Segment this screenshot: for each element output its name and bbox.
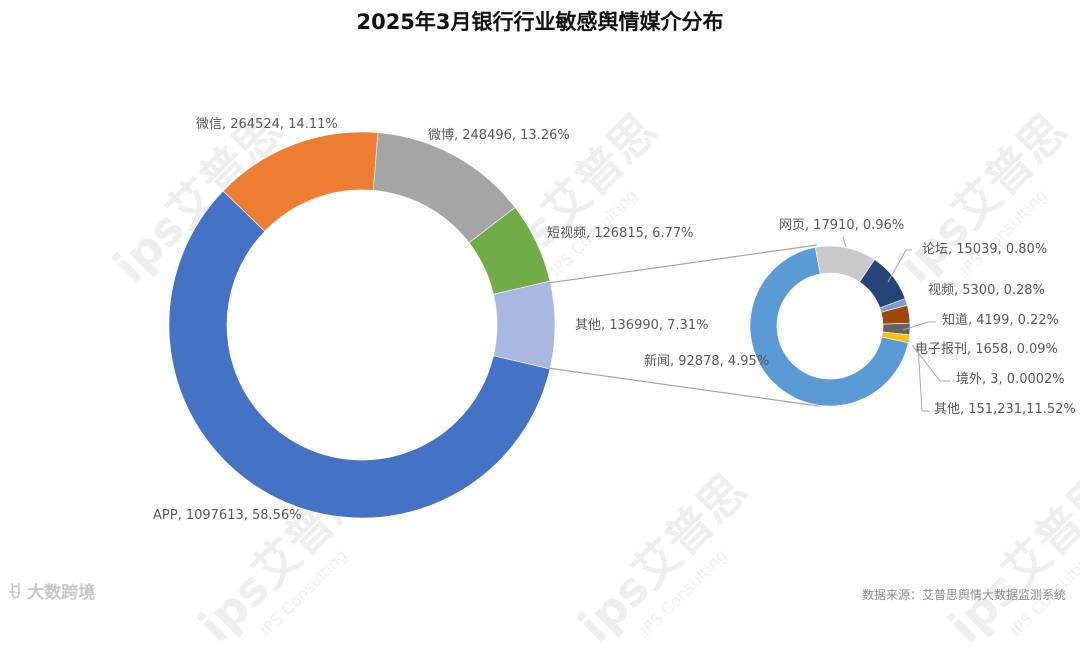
leader-luntan	[887, 249, 912, 283]
donut-charts	[168, 131, 950, 519]
label-other-main: 其他, 136990, 7.31%	[575, 318, 709, 333]
label-weibo: 微博, 248496, 13.26%	[428, 128, 570, 143]
connector-top	[547, 244, 818, 284]
brand-logo: ꀀ 大数跨境	[8, 583, 96, 603]
leader-jingwai	[911, 344, 950, 382]
label-news: 新闻, 92878, 4.95%	[644, 354, 770, 369]
leader-qita-sub	[917, 345, 930, 412]
label-forum: 论坛, 15039, 0.80%	[922, 242, 1048, 257]
donut-segment-新闻	[749, 247, 909, 407]
label-other-sub: 其他, 151,231,11.52%	[934, 402, 1076, 417]
connector-lines	[547, 244, 819, 407]
label-video: 视频, 5300, 0.28%	[928, 283, 1045, 298]
label-wechat: 微信, 264524, 14.11%	[196, 117, 338, 132]
label-epaper: 电子报刊, 1658, 0.09%	[915, 342, 1058, 357]
label-web: 网页, 17910, 0.96%	[779, 218, 905, 233]
sub-donut	[749, 245, 911, 407]
label-overseas: 境外, 3, 0.0002%	[956, 372, 1065, 387]
label-leader-lines	[842, 236, 950, 412]
label-short-video: 短视频, 126815, 6.77%	[547, 226, 694, 241]
logo-mark-icon: ꀀ	[8, 583, 28, 603]
donut-segment-APP	[168, 190, 551, 519]
donut-segment-境外	[881, 331, 910, 343]
leader-wangye	[842, 236, 847, 248]
label-app: APP, 1097613, 58.56%	[153, 508, 302, 523]
chart-title: 2025年3月银行行业敏感舆情媒介分布	[356, 10, 724, 34]
donut-segment-其他	[493, 280, 556, 370]
data-source: 数据来源：艾普思舆情大数据监测系统	[861, 588, 1066, 602]
connector-bottom	[547, 367, 819, 407]
leader-zhidao	[902, 321, 936, 331]
label-zhidao: 知道, 4199, 0.22%	[942, 313, 1059, 328]
chart-canvas: 2025年3月银行行业敏感舆情媒介分布 ips艾普思 IPS Consultin…	[8, 10, 1080, 653]
main-donut	[168, 131, 556, 519]
